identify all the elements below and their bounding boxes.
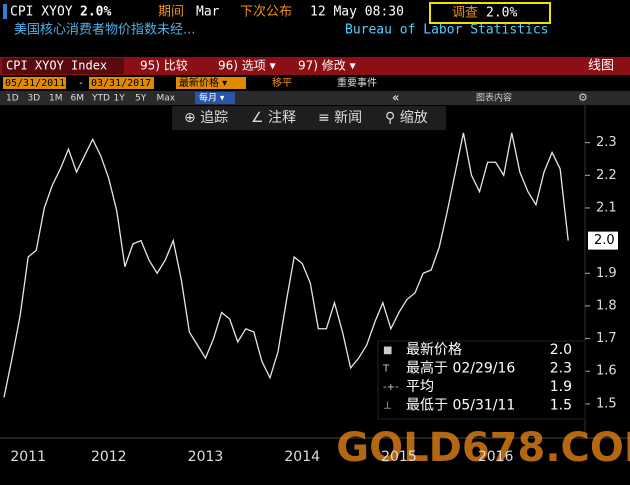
range-button[interactable]: Max bbox=[157, 94, 176, 104]
overlay-tool[interactable]: ≡ 新闻 bbox=[318, 110, 362, 126]
overlay-tool[interactable]: ⊕ 追踪 bbox=[184, 110, 228, 126]
legend-marker: -+- bbox=[383, 382, 399, 393]
date-field[interactable] bbox=[89, 77, 154, 89]
button[interactable]: 95) 比较 bbox=[140, 58, 188, 73]
x-tick-label: 2016 bbox=[478, 449, 514, 465]
range-button[interactable]: 3D bbox=[28, 94, 41, 104]
ticker-marker bbox=[3, 4, 7, 19]
end-date: 03/31/2017 bbox=[91, 78, 151, 89]
next-release: 12 May 08:30 bbox=[310, 5, 404, 20]
date-field[interactable] bbox=[3, 77, 66, 89]
events[interactable]: 重要事件 bbox=[337, 76, 377, 89]
button[interactable]: 97) 修改 ▾ bbox=[298, 58, 356, 73]
legend-value: 2.3 bbox=[550, 361, 572, 377]
overlay-toolbar bbox=[172, 106, 446, 130]
x-tick-label: 2015 bbox=[381, 449, 417, 465]
field-select[interactable] bbox=[176, 77, 246, 89]
next-release-label: 下次公布 bbox=[240, 4, 292, 20]
legend-value: 2.0 bbox=[550, 342, 572, 358]
watermark: GOLD678.COM bbox=[336, 425, 630, 471]
legend-box bbox=[377, 340, 586, 420]
y-tick-label: 2.3 bbox=[596, 135, 617, 150]
y-tick-label: 1.8 bbox=[596, 298, 617, 313]
button[interactable]: 96) 选项 ▾ bbox=[218, 59, 276, 73]
y-tick-label: 1.6 bbox=[596, 364, 617, 379]
start-date: 05/31/2011 bbox=[5, 78, 65, 89]
survey-label: 调查 bbox=[452, 6, 478, 21]
range-button[interactable]: YTD bbox=[91, 94, 110, 104]
dash: - bbox=[78, 78, 84, 89]
legend-label: 最低于 05/31/11 bbox=[406, 398, 515, 414]
chart-contents[interactable]: 图表内容 bbox=[476, 92, 512, 104]
y-tick-label: 2.1 bbox=[596, 200, 617, 215]
collapse[interactable]: « bbox=[392, 91, 399, 105]
x-tick-label: 2012 bbox=[91, 449, 127, 465]
overlay-tool[interactable]: ∠ 注释 bbox=[251, 110, 296, 126]
command-bar bbox=[0, 57, 630, 75]
survey-box bbox=[429, 2, 551, 24]
settings[interactable]: ⚙ bbox=[578, 91, 588, 104]
y-tick-label: 1.5 bbox=[596, 396, 617, 411]
legend-marker: ⊥ bbox=[383, 401, 392, 412]
overlay-tools: ⊕ 追踪 ∠ 注释 ≡ 新闻 ⚲ 缩放 bbox=[184, 110, 428, 126]
price-field: 最新价格 ▾ bbox=[179, 76, 227, 89]
last-value: 2.0% bbox=[80, 5, 111, 20]
range-button[interactable]: 1D bbox=[6, 94, 19, 104]
security: CPI XYOY Index bbox=[6, 59, 107, 73]
x-tick-label: 2013 bbox=[188, 449, 224, 465]
range-button[interactable]: 5Y bbox=[135, 94, 147, 104]
frequency-box[interactable] bbox=[195, 92, 235, 104]
view[interactable]: 线图 bbox=[588, 59, 614, 74]
overlay-tool[interactable]: ⚲ 缩放 bbox=[385, 110, 428, 126]
period: Mar bbox=[196, 5, 220, 20]
description: 美国核心消费者物价指数未经... bbox=[14, 23, 195, 38]
legend-marker: ■ bbox=[383, 345, 392, 356]
frequency: 每月 ▾ bbox=[199, 92, 225, 104]
y-tick-label: 2.2 bbox=[596, 168, 617, 183]
period-label: 期间 bbox=[158, 5, 184, 20]
last-value-box bbox=[588, 231, 618, 250]
range-bar bbox=[0, 91, 630, 105]
security-field[interactable] bbox=[2, 58, 124, 74]
legend-marker: T bbox=[382, 364, 390, 375]
legend-value: 1.5 bbox=[550, 398, 572, 414]
legend-label: 平均 bbox=[406, 379, 434, 395]
ticker: CPI XYOY bbox=[10, 5, 73, 20]
moving-average[interactable]: 移平 bbox=[272, 76, 292, 89]
y-tick-label: 1.9 bbox=[596, 266, 617, 281]
range-button[interactable]: 1Y bbox=[114, 94, 126, 104]
y-tick-label: 1.7 bbox=[596, 331, 617, 346]
range-button[interactable]: 6M bbox=[71, 94, 85, 104]
source: Bureau of Labor Statistics bbox=[345, 23, 549, 38]
survey: 2.0% bbox=[486, 6, 517, 21]
legend-label: 最新价格 bbox=[406, 342, 462, 358]
legend-label: 最高于 02/29/16 bbox=[406, 360, 515, 377]
x-tick-label: 2011 bbox=[10, 449, 46, 465]
range-buttons: 1D 3D 1M 6M YTD 1Y 5Y Max bbox=[6, 94, 176, 104]
range-button[interactable]: 1M bbox=[49, 94, 63, 104]
last-value-label: 2.0 bbox=[594, 233, 615, 248]
line-series bbox=[3, 132, 569, 398]
legend-value: 1.9 bbox=[550, 379, 572, 395]
x-tick-label: 2014 bbox=[284, 449, 320, 465]
